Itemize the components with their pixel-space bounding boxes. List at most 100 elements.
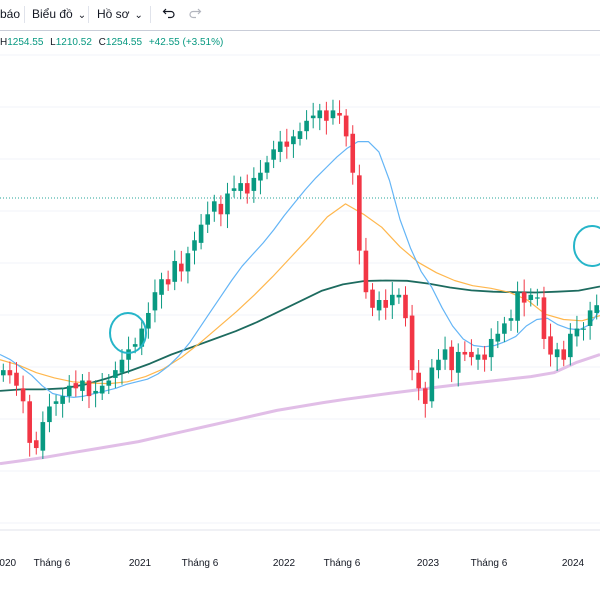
candle-up (317, 110, 323, 119)
candle-up (304, 120, 309, 132)
candle-up (502, 323, 507, 334)
candle-down (561, 349, 567, 360)
ma-long-line (0, 353, 600, 466)
ohlc-legend: H1254.55 L1210.52 C1254.55 +42.55 (+3.51… (0, 37, 227, 48)
time-axis-label: 2021 (129, 558, 152, 569)
candle-up (581, 328, 586, 330)
redo-icon[interactable] (188, 6, 202, 23)
crossover-highlight-circle (573, 225, 600, 267)
candle-down (337, 112, 342, 116)
candle-up (172, 261, 178, 282)
candle-up (297, 131, 303, 139)
alert-menu[interactable]: báo (0, 7, 21, 21)
low-value: 1210.52 (55, 37, 92, 48)
candle-down (179, 263, 184, 272)
candle-down (165, 279, 171, 285)
toolbar-divider (150, 6, 151, 23)
candle-up (291, 136, 296, 145)
candle-up (475, 354, 481, 360)
candle-up (198, 224, 204, 243)
candle-up (159, 279, 164, 295)
candle-up (47, 406, 52, 423)
price-chart[interactable]: 2020 Tháng 6 2021 Tháng 6 2022 Tháng 6 2023 Thá… (0, 30, 600, 600)
close-label: C (98, 37, 106, 48)
candles (0, 99, 600, 459)
crossover-highlight-circle (109, 312, 147, 354)
candle-up (310, 115, 316, 119)
candle-up (231, 188, 237, 191)
candle-up (192, 240, 197, 251)
undo-icon[interactable] (162, 6, 176, 23)
candle-up (152, 292, 158, 311)
candle-up (251, 177, 257, 191)
candle-up (0, 370, 6, 376)
candle-down (27, 401, 32, 443)
ma-mid-line (0, 203, 600, 385)
candle-up (442, 349, 448, 360)
candle-up (488, 338, 494, 358)
candle-down (541, 297, 547, 339)
candle-up (264, 162, 270, 173)
candle-down (422, 388, 428, 404)
candle-down (7, 370, 13, 376)
candle-up (515, 292, 520, 321)
time-axis-label: Tháng 6 (471, 558, 508, 569)
time-axis-label: 2024 (562, 558, 585, 569)
profile-menu[interactable]: Hồ sơ ⌄ (97, 7, 143, 21)
candle-up (93, 390, 98, 394)
candle-down (86, 380, 92, 397)
candle-up (277, 141, 283, 152)
grid-lines (0, 54, 600, 524)
high-label: H (0, 37, 8, 48)
candle-down (462, 351, 468, 355)
candle-down (416, 372, 421, 389)
candle-down (449, 346, 454, 371)
candle-up (495, 333, 501, 342)
candle-up (258, 172, 263, 181)
candle-up (99, 385, 105, 394)
candle-up (185, 253, 191, 272)
candle-up (132, 344, 138, 347)
candle-up (574, 328, 580, 337)
candle-down (482, 354, 487, 360)
candle-up (508, 318, 514, 321)
candle-up (126, 349, 131, 360)
candle-up (587, 310, 593, 326)
candle-down (33, 440, 39, 449)
candle-up (225, 193, 230, 215)
time-axis-label: 2022 (273, 558, 296, 569)
candle-up (436, 359, 441, 371)
candle-down (409, 315, 415, 371)
candle-up (40, 422, 46, 451)
candle-down (343, 115, 349, 137)
close-value: 1254.55 (105, 37, 143, 48)
low-label: L (50, 37, 56, 48)
candle-down (20, 388, 26, 402)
change-value: +42.55 (+3.51%) (148, 37, 224, 48)
candle-up (535, 297, 540, 299)
candle-up (119, 359, 125, 373)
candle-up (139, 328, 145, 347)
toolbar-divider (24, 6, 25, 23)
chevron-down-icon: ⌄ (134, 10, 143, 21)
candle-up (528, 294, 534, 300)
candle-down (284, 141, 290, 147)
candle-down (521, 292, 527, 303)
candle-up (66, 385, 72, 397)
candle-down (403, 294, 408, 319)
candle-up (396, 294, 402, 298)
ma-fast-line (0, 140, 600, 398)
ma-slow-line (0, 279, 600, 392)
candle-down (14, 372, 19, 386)
candle-down (73, 383, 79, 389)
candle-up (376, 300, 382, 311)
high-value: 1254.55 (7, 37, 44, 48)
chart-menu[interactable]: Biểu đồ ⌄ (32, 7, 87, 21)
candle-down (357, 175, 362, 251)
candle-up (113, 370, 118, 378)
candle-down (218, 203, 224, 215)
time-axis-label: Tháng 6 (182, 558, 219, 569)
candle-up (60, 396, 65, 404)
candle-up (330, 110, 336, 119)
time-axis-label: Tháng 6 (34, 558, 71, 569)
